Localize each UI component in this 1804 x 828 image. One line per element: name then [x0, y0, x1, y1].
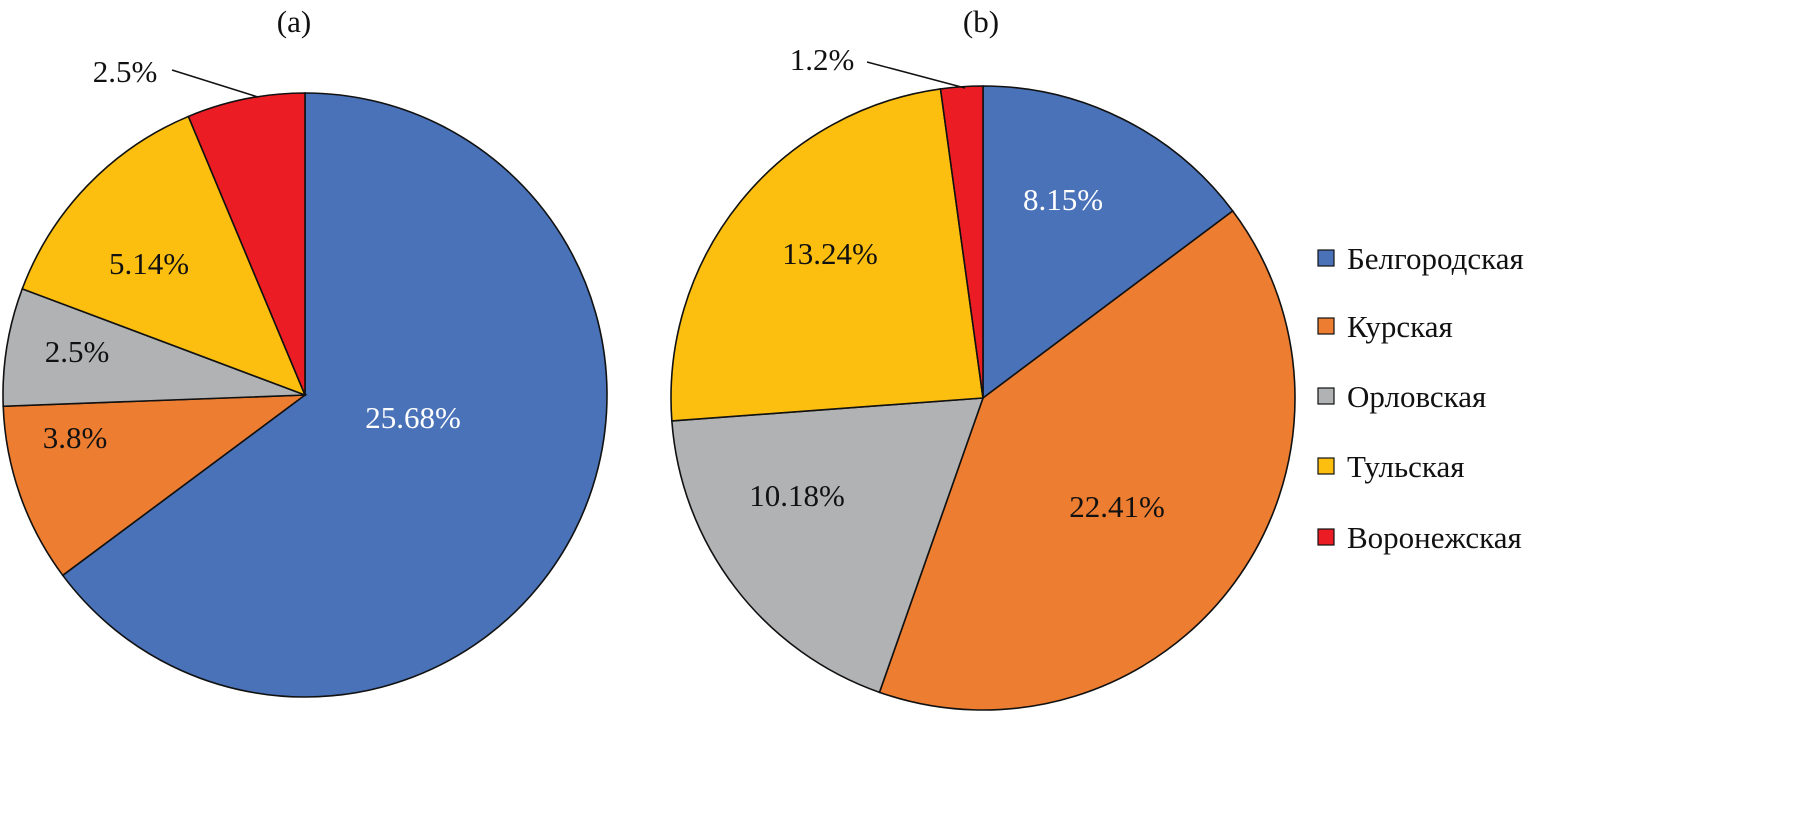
- legend-label: Орловская: [1347, 379, 1486, 414]
- pie-slice-3: [2, 287, 306, 408]
- slice-label: 2.5%: [45, 334, 110, 369]
- pie-slice-2: [2, 394, 308, 577]
- pie-slice-1: [982, 85, 1234, 400]
- legend-item: Курская: [1317, 309, 1453, 344]
- legend-item: Воронежская: [1317, 520, 1522, 555]
- legend: Белгородская Курская Орловская Тульская Воро…: [1317, 241, 1524, 555]
- callout-line: [171, 69, 259, 98]
- legend-item: Орловская: [1317, 379, 1486, 414]
- slice-label: 10.18%: [749, 478, 845, 513]
- pie-slice-4: [670, 88, 984, 422]
- legend-label: Курская: [1347, 309, 1453, 344]
- pie-slice-4: [21, 115, 307, 397]
- legend-swatch: [1317, 457, 1335, 475]
- slice-label: 3.8%: [43, 420, 108, 455]
- pie-chart-a: 25.68% 3.8% 2.5% 5.14% 2.5% (a): [2, 4, 608, 698]
- callout-line: [866, 61, 966, 89]
- legend-swatch: [1317, 317, 1335, 335]
- slice-label: 8.15%: [1023, 182, 1103, 217]
- chart-title: (a): [277, 4, 311, 39]
- legend-label: Белгородская: [1347, 241, 1524, 276]
- legend-item: Белгородская: [1317, 241, 1524, 276]
- legend-label: Тульская: [1347, 449, 1465, 484]
- legend-swatch: [1317, 528, 1335, 546]
- slice-label: 13.24%: [782, 236, 878, 271]
- legend-label: Воронежская: [1347, 520, 1522, 555]
- slice-label: 5.14%: [109, 246, 189, 281]
- legend-item: Тульская: [1317, 449, 1465, 484]
- slice-label: 2.5%: [93, 54, 158, 89]
- pie-slice-3: [670, 397, 985, 694]
- pie-slice-2: [878, 209, 1296, 711]
- pie-slice-1: [61, 92, 608, 698]
- legend-swatch: [1317, 387, 1335, 405]
- slice-label: 25.68%: [365, 400, 461, 435]
- slice-label: 22.41%: [1069, 489, 1165, 524]
- legend-swatch: [1317, 249, 1335, 267]
- pie-chart-b: 8.15% 22.41% 10.18% 13.24% 1.2% (b): [670, 4, 1296, 711]
- pie-slice-5: [187, 92, 306, 396]
- chart-title: (b): [963, 4, 999, 39]
- slice-label: 1.2%: [790, 42, 855, 77]
